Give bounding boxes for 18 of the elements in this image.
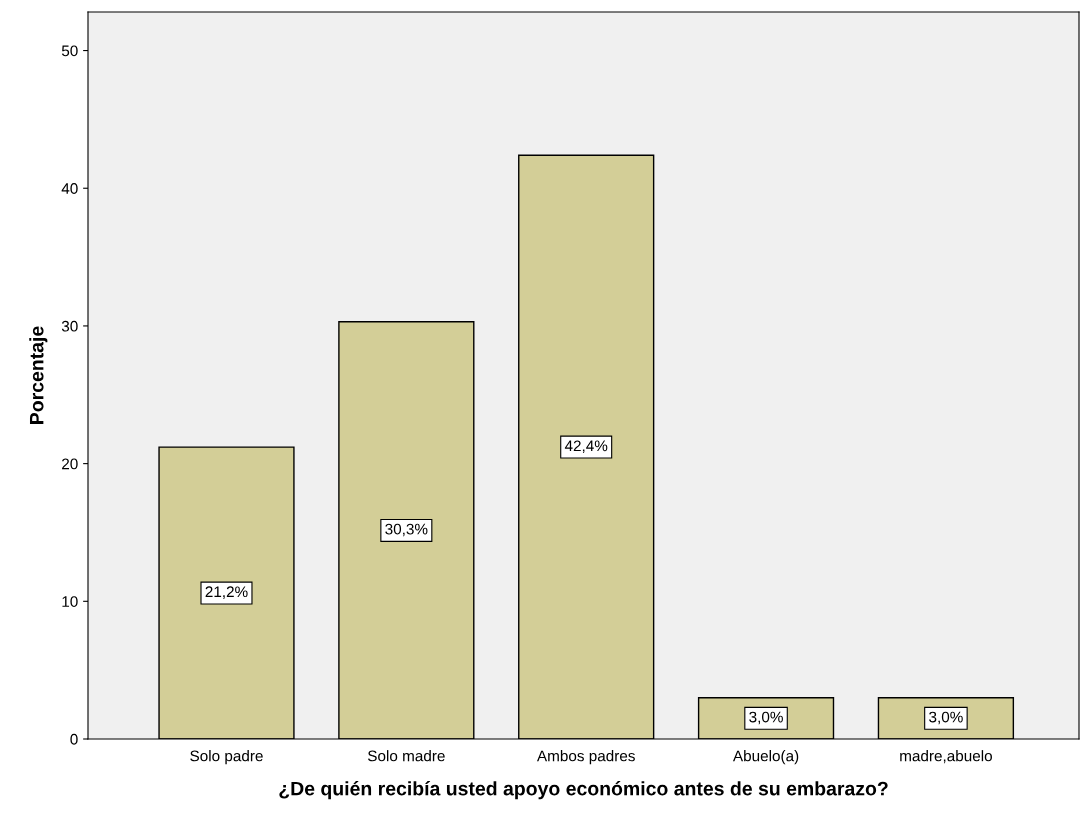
y-tick-label: 10 bbox=[62, 596, 78, 607]
data-label: 21,2% bbox=[205, 586, 248, 599]
data-label: 3,0% bbox=[929, 711, 963, 725]
y-tick-label: 40 bbox=[61, 183, 78, 194]
x-tick-label: madre,abuelo bbox=[900, 750, 992, 764]
y-tick-label: 20 bbox=[62, 458, 78, 470]
y-tick-label: 0 bbox=[70, 733, 78, 745]
x-tick-label: Solo padre bbox=[190, 750, 263, 765]
y-tick-label: 50 bbox=[61, 45, 78, 57]
data-label: 30,3% bbox=[385, 523, 428, 537]
y-axis-title: Porcentaje bbox=[29, 326, 48, 424]
data-label: 3,0% bbox=[749, 711, 783, 725]
x-axis-title: ¿De quién recibía usted apoyo económico antes de su embarazo? bbox=[279, 781, 888, 800]
x-tick-label: Solo madre bbox=[367, 750, 445, 762]
y-tick-label: 30 bbox=[61, 320, 78, 332]
x-tick-label: Abuelo(a) bbox=[732, 750, 799, 765]
data-label: 42,4% bbox=[564, 440, 608, 453]
x-tick-label: Ambos padres bbox=[536, 750, 635, 765]
